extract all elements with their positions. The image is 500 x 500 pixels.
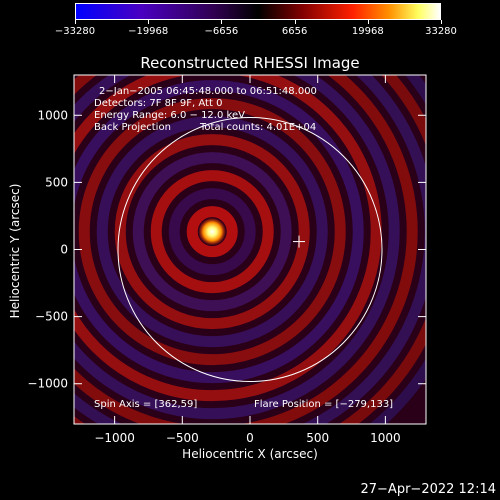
- back-projection-rings: [74, 75, 426, 424]
- colorbar-tick-label: −6656: [204, 26, 239, 37]
- x-axis-label: Heliocentric X (arcsec): [182, 447, 318, 461]
- colorbar-tick: [221, 20, 223, 24]
- colorbar-tick-label: 19968: [351, 26, 384, 37]
- colorbar-tick-label: 6656: [281, 26, 308, 37]
- y-axis-label: Heliocentric Y (arcsec): [8, 183, 22, 319]
- solar-limb-circle: [117, 117, 383, 382]
- footer-timestamp: 27−Apr−2022 12:14: [360, 482, 497, 497]
- energy-range-label: Energy Range: 6.0 − 12.0 keV: [94, 110, 245, 121]
- colorbar-tick-label: −33280: [54, 26, 96, 37]
- x-tick-label: 1000: [370, 431, 401, 445]
- ring: [114, 134, 310, 330]
- spin-axis-label: Spin Axis = [362,59]: [94, 399, 198, 410]
- colorbar-tick-label: −19968: [128, 26, 169, 37]
- ring: [74, 75, 418, 424]
- y-tick-label: 1000: [37, 108, 68, 122]
- ring: [74, 75, 400, 420]
- y-tick-label: 500: [45, 175, 68, 189]
- colorbar-tick: [148, 20, 150, 24]
- ring: [74, 75, 382, 402]
- colorbar-tick: [75, 20, 76, 24]
- ring: [150, 170, 274, 294]
- colorbar: [75, 3, 441, 20]
- x-tick-label: −1000: [94, 431, 135, 445]
- method-label: Back Projection: [94, 122, 171, 133]
- colorbar-tick: [367, 20, 369, 24]
- total-counts-label: Total counts: 4.01E+04: [200, 122, 317, 133]
- y-tick-label: −500: [35, 310, 68, 324]
- ring: [78, 98, 346, 366]
- x-tick-label: −500: [166, 431, 199, 445]
- flare-source: [198, 217, 227, 246]
- x-tick-label: 0: [246, 431, 254, 445]
- colorbar-tick-label: 33280: [425, 26, 457, 37]
- y-tick-label: −1000: [27, 377, 68, 391]
- detectors-label: Detectors: 7F 8F 9F, Att 0: [94, 98, 223, 109]
- ring: [74, 80, 364, 384]
- colorbar-tick: [441, 20, 442, 24]
- x-tick-label: 500: [306, 431, 329, 445]
- colorbar-tick: [294, 20, 296, 24]
- y-tick-label: 0: [60, 243, 68, 257]
- ring: [186, 206, 238, 258]
- flare-position-label: Flare Position = [−279,133]: [254, 399, 394, 410]
- chart-title: Reconstructed RHESSI Image: [140, 54, 360, 72]
- ring: [96, 116, 328, 348]
- ring: [132, 152, 292, 312]
- ring: [168, 188, 256, 276]
- time-range-label: 2−Jan−2005 06:45:48.000 to 06:51:48.000: [99, 86, 317, 97]
